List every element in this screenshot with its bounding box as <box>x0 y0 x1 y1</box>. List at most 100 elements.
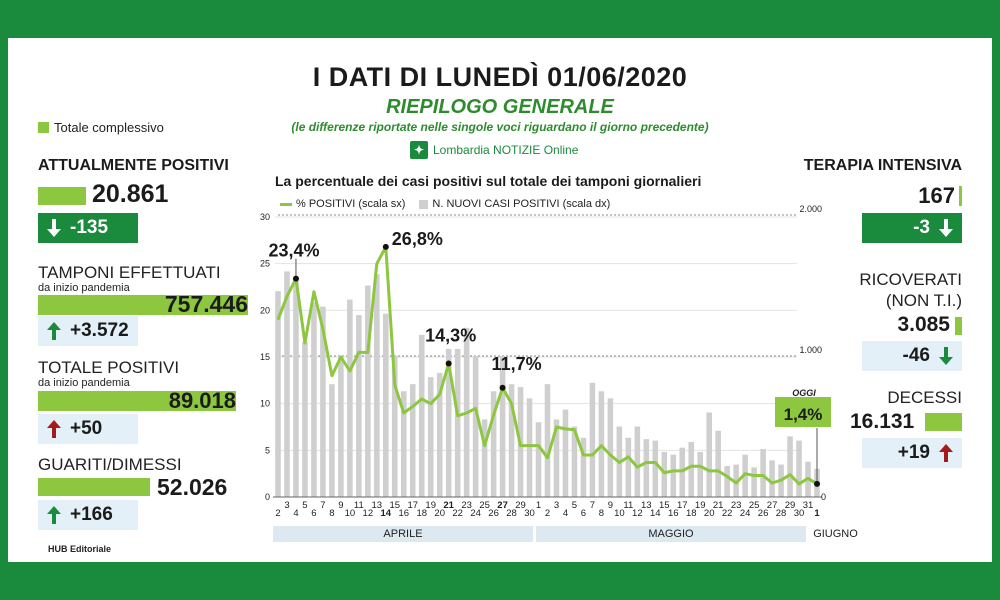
logo-text: Lombardia NOTIZIE Online <box>433 143 579 157</box>
x-tick-label: 23 <box>731 500 742 511</box>
ricoverati-bar <box>955 317 962 335</box>
tamponi-sublabel: da inizio pandemia <box>38 282 130 294</box>
y2-tick-label: 1.000 <box>799 345 822 355</box>
bar <box>535 422 542 497</box>
y-tick-label: 15 <box>260 352 270 362</box>
x-tick-label: 12 <box>632 508 643 519</box>
y-tick-label: 30 <box>260 212 270 222</box>
annotation-label: 23,4% <box>268 241 319 261</box>
annotation-point <box>445 360 452 367</box>
x-tick-label: 6 <box>311 508 316 519</box>
x-tick-label: 8 <box>329 508 334 519</box>
x-tick-label: 25 <box>479 500 490 511</box>
x-tick-label: 31 <box>803 500 814 511</box>
bar <box>499 356 506 497</box>
bar <box>508 384 515 497</box>
positivi-label: ATTUALMENTE POSITIVI <box>38 157 229 174</box>
annotation-point <box>499 384 506 391</box>
bar <box>311 302 317 497</box>
bar <box>760 449 766 497</box>
guariti-value: 52.026 <box>157 474 228 500</box>
x-tick-label: 24 <box>470 508 481 519</box>
bar <box>562 409 569 497</box>
y-tick-label: 10 <box>260 399 270 409</box>
y-tick-label: 5 <box>265 445 270 455</box>
bar <box>409 384 416 497</box>
terapia-bar <box>959 186 962 206</box>
bar <box>733 464 739 497</box>
terapia-delta-chip: -3 <box>862 213 962 243</box>
x-tick-label: 1 <box>814 508 820 519</box>
bar <box>347 299 353 497</box>
bar <box>356 315 362 497</box>
x-tick-label: 14 <box>650 508 661 519</box>
bar <box>652 440 659 497</box>
decessi-label: DECESSI <box>887 388 962 407</box>
month-band: MAGGIO <box>536 526 806 542</box>
x-tick-label: 19 <box>425 500 436 511</box>
bar <box>472 356 479 497</box>
arrow-down-icon <box>939 347 953 365</box>
month-band: GIUGNO <box>813 528 858 540</box>
bar <box>365 285 371 497</box>
terapia-delta: -3 <box>913 217 930 238</box>
x-tick-label: 26 <box>488 508 499 519</box>
x-tick-label: 4 <box>293 508 298 519</box>
x-tick-label: 21 <box>713 500 724 511</box>
guariti-bar <box>38 478 150 496</box>
tamponi-value: 757.446 <box>164 291 248 317</box>
annotation-label: 26,8% <box>392 229 443 249</box>
x-tick-label: 11 <box>623 500 633 511</box>
bar <box>436 372 443 497</box>
x-tick-label: 10 <box>345 508 356 519</box>
page-note: (le differenze riportate nelle singole v… <box>291 120 709 134</box>
tamponi-delta: +3.572 <box>70 320 129 341</box>
x-tick-label: 21 <box>443 500 454 511</box>
x-tick-label: 17 <box>677 500 688 511</box>
x-tick-label: 6 <box>581 508 586 519</box>
annotation-label: 1,4% <box>784 405 823 424</box>
totale-value: 89.018 <box>168 388 236 413</box>
guariti-delta-chip: +166 <box>38 500 138 530</box>
x-tick-label: 24 <box>740 508 751 519</box>
bar <box>751 467 757 497</box>
bar <box>275 291 281 497</box>
positivity-chart: 05101520253001.0002.00023456789101112131… <box>260 205 831 519</box>
guariti-delta: +166 <box>70 504 113 525</box>
bar <box>445 348 452 497</box>
x-tick-label: 25 <box>749 500 760 511</box>
totale-bar <box>38 391 236 411</box>
x-tick-label: 28 <box>506 508 517 519</box>
y2-tick-label: 2.000 <box>799 205 822 214</box>
legend-line-label: % POSITIVI (scala sx) <box>296 198 406 210</box>
annotation-label: 14,3% <box>425 326 476 346</box>
bar <box>553 419 560 497</box>
bar <box>571 426 578 497</box>
bar <box>454 348 461 497</box>
bar <box>715 430 721 497</box>
positivi-bar <box>38 187 86 205</box>
y-tick-label: 25 <box>260 259 270 269</box>
x-tick-label: 14 <box>381 508 392 519</box>
positivi-delta: -135 <box>70 217 109 238</box>
positivi-value: 20.861 <box>92 180 169 208</box>
bar <box>490 391 497 497</box>
x-tick-label: 8 <box>599 508 604 519</box>
bar <box>374 274 380 497</box>
bar <box>643 439 650 497</box>
positivi-delta-chip: -135 <box>38 213 138 243</box>
ricoverati-delta: -46 <box>902 345 930 366</box>
chart-legend: % POSITIVI (scala sx) N. NUOVI CASI POSI… <box>280 198 610 210</box>
x-tick-label: 22 <box>722 508 733 519</box>
bar <box>742 454 748 497</box>
totale-sublabel: da inizio pandemia <box>38 377 130 389</box>
arrow-up-icon <box>939 444 953 462</box>
bar <box>580 437 587 497</box>
bar <box>787 436 793 497</box>
bar <box>607 398 614 497</box>
x-tick-label: 4 <box>563 508 568 519</box>
x-tick-label: 30 <box>524 508 535 519</box>
x-tick-label: 3 <box>554 500 559 511</box>
x-tick-label: 10 <box>614 508 625 519</box>
y2-tick-label: 0 <box>821 492 826 502</box>
